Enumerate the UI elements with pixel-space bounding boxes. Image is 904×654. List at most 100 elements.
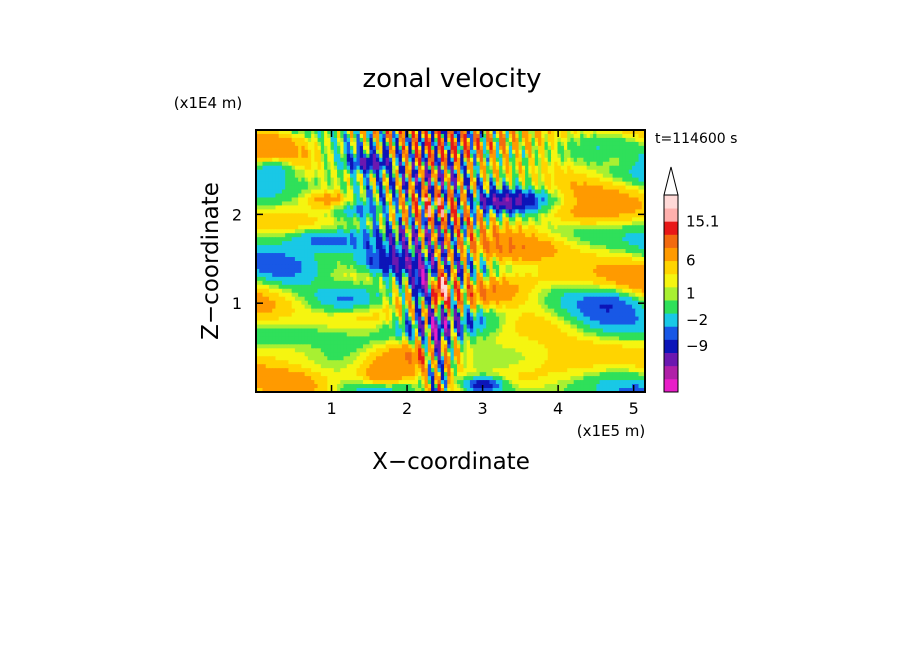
heatmap-cell (538, 225, 542, 230)
heatmap-cell (544, 149, 549, 155)
heatmap-cell (431, 217, 435, 222)
heatmap-cell (554, 193, 559, 199)
heatmap-cell (298, 225, 302, 230)
heatmap-cell (563, 157, 568, 163)
heatmap-cell (265, 177, 270, 183)
heatmap-cell (447, 173, 452, 179)
heatmap-cell (612, 213, 617, 218)
heatmap-cell (622, 193, 627, 199)
heatmap-cell (317, 284, 322, 290)
heatmap-cell (570, 141, 575, 147)
heatmap-cell (492, 181, 497, 187)
heatmap-cell (502, 217, 507, 222)
heatmap-cell (259, 245, 264, 250)
heatmap-cell (314, 237, 319, 242)
heatmap-cell (473, 145, 478, 151)
heatmap-cell (602, 237, 607, 242)
heatmap-cell (573, 193, 578, 199)
heatmap-cell (401, 237, 406, 242)
heatmap-cell (398, 201, 403, 207)
heatmap-cell (395, 130, 400, 135)
heatmap-cell (314, 185, 319, 191)
heatmap-cell (499, 157, 503, 163)
heatmap-cell (395, 157, 400, 163)
heatmap-cell (554, 268, 559, 274)
heatmap-cell (281, 130, 286, 135)
heatmap-cell (265, 233, 270, 238)
heatmap-cell (401, 157, 406, 163)
heatmap-cell (508, 237, 513, 242)
heatmap-cell (317, 229, 322, 234)
heatmap-cell (583, 209, 588, 214)
heatmap-cell (369, 157, 374, 163)
heatmap-cell (382, 201, 387, 207)
heatmap-cell (327, 257, 332, 262)
heatmap-cell (372, 253, 377, 258)
heatmap-cell (499, 276, 503, 282)
heatmap-cell (424, 133, 429, 139)
heatmap-cell (385, 245, 390, 250)
heatmap-cell (638, 193, 643, 199)
heatmap-cell (554, 237, 559, 242)
heatmap-cell (437, 217, 442, 222)
heatmap-cell (622, 225, 627, 230)
heatmap-cell (593, 221, 597, 226)
heatmap-cell (362, 233, 367, 238)
heatmap-cell (392, 213, 396, 218)
heatmap-cell (337, 173, 341, 179)
heatmap-cell (641, 169, 645, 175)
heatmap-cell (427, 253, 432, 258)
heatmap-cell (431, 165, 435, 171)
heatmap-cell (395, 209, 400, 214)
heatmap-cell (333, 257, 338, 262)
heatmap-cell (570, 272, 575, 278)
heatmap-cell (625, 284, 630, 290)
heatmap-cell (369, 229, 374, 234)
heatmap-cell (486, 189, 490, 195)
heatmap-cell (589, 268, 594, 274)
heatmap-cell (641, 153, 645, 159)
heatmap-cell (281, 205, 286, 210)
heatmap-cell (324, 292, 328, 298)
heatmap-cell (593, 257, 597, 262)
heatmap-cell (534, 229, 539, 234)
heatmap-cell (499, 189, 503, 195)
heatmap-cell (444, 288, 448, 294)
heatmap-cell (395, 292, 400, 298)
heatmap-cell (401, 221, 406, 226)
heatmap-cell (615, 130, 620, 135)
heatmap-cell (405, 185, 409, 191)
heatmap-cell (486, 153, 490, 159)
heatmap-cell (359, 189, 364, 195)
heatmap-cell (563, 161, 568, 167)
heatmap-cell (479, 181, 484, 187)
heatmap-cell (612, 237, 617, 242)
heatmap-cell (291, 264, 296, 270)
heatmap-cell (612, 185, 617, 191)
heatmap-cell (288, 276, 293, 282)
heatmap-cell (576, 177, 581, 183)
heatmap-cell (547, 237, 552, 242)
heatmap-cell (414, 161, 419, 167)
heatmap-cell (314, 249, 319, 254)
heatmap-cell (580, 165, 585, 171)
heatmap-cell (395, 288, 400, 294)
heatmap-cell (622, 173, 627, 179)
heatmap-cell (628, 141, 633, 147)
heatmap-cell (408, 185, 413, 191)
heatmap-cell (447, 153, 452, 159)
heatmap-cell (615, 276, 620, 282)
heatmap-cell (288, 177, 293, 183)
heatmap-cell (525, 165, 529, 171)
heatmap-cell (291, 209, 296, 214)
heatmap-cell (632, 137, 636, 143)
heatmap-cell (583, 165, 588, 171)
heatmap-cell (609, 145, 614, 151)
heatmap-cell (405, 261, 409, 266)
heatmap-cell (408, 149, 413, 155)
heatmap-cell (388, 276, 393, 282)
heatmap-cell (307, 241, 312, 246)
heatmap-cell (531, 161, 536, 167)
heatmap-cell (268, 193, 273, 199)
heatmap-cell (450, 233, 455, 238)
